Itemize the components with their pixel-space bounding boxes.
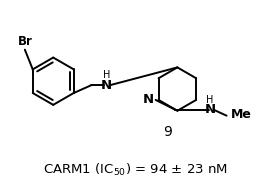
Text: 9: 9: [163, 125, 172, 139]
Text: N: N: [101, 79, 112, 92]
Text: Me: Me: [231, 108, 251, 121]
Text: CARM1 (IC$_{50}$) = 94 ± 23 nM: CARM1 (IC$_{50}$) = 94 ± 23 nM: [43, 162, 227, 178]
Text: N: N: [204, 103, 215, 116]
Text: N: N: [143, 93, 154, 106]
Text: H: H: [103, 70, 110, 80]
Text: H: H: [206, 95, 214, 105]
Text: Br: Br: [18, 35, 32, 48]
